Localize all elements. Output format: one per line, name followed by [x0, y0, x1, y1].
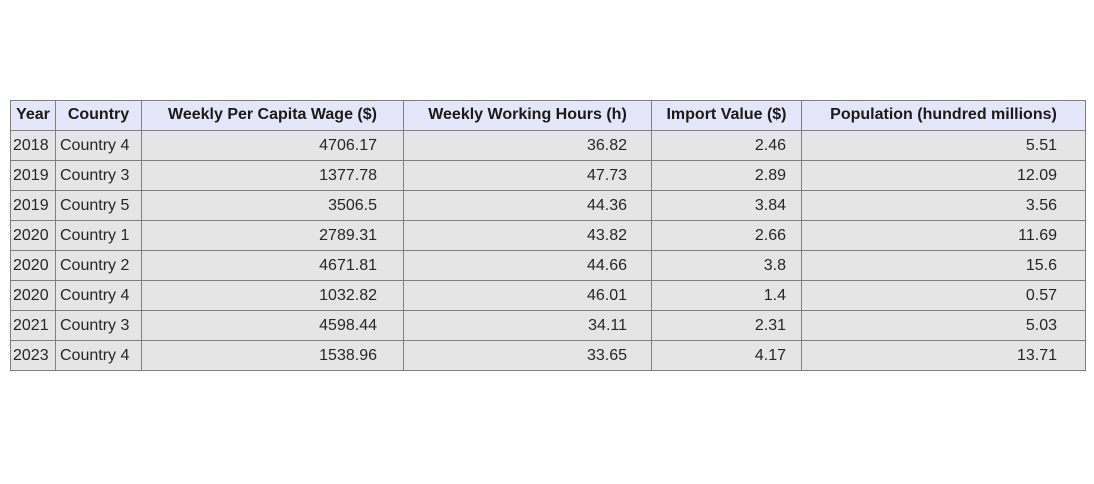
cell-population: 5.03 — [801, 310, 1086, 341]
cell-weekly-wage: 3506.5 — [141, 190, 404, 221]
cell-weekly-wage: 1538.96 — [141, 340, 404, 371]
cell-weekly-hours: 43.82 — [403, 220, 652, 251]
cell-country: Country 2 — [55, 250, 142, 281]
cell-import-value: 3.84 — [651, 190, 802, 221]
cell-import-value: 3.8 — [651, 250, 802, 281]
cell-year: 2021 — [10, 310, 56, 341]
cell-import-value: 2.31 — [651, 310, 802, 341]
cell-import-value: 2.46 — [651, 130, 802, 161]
cell-weekly-wage: 4671.81 — [141, 250, 404, 281]
cell-population: 5.51 — [801, 130, 1086, 161]
table-row: 2020 Country 4 1032.82 46.01 1.4 0.57 — [10, 280, 1086, 311]
cell-country: Country 5 — [55, 190, 142, 221]
data-table: Year Country Weekly Per Capita Wage ($) … — [10, 100, 1086, 371]
cell-country: Country 1 — [55, 220, 142, 251]
cell-population: 15.6 — [801, 250, 1086, 281]
cell-population: 12.09 — [801, 160, 1086, 191]
cell-weekly-hours: 46.01 — [403, 280, 652, 311]
cell-import-value: 2.89 — [651, 160, 802, 191]
header-weekly-hours: Weekly Working Hours (h) — [403, 100, 652, 131]
cell-year: 2020 — [10, 250, 56, 281]
cell-population: 3.56 — [801, 190, 1086, 221]
header-import-value: Import Value ($) — [651, 100, 802, 131]
cell-weekly-hours: 47.73 — [403, 160, 652, 191]
cell-weekly-hours: 44.36 — [403, 190, 652, 221]
cell-year: 2019 — [10, 160, 56, 191]
cell-import-value: 2.66 — [651, 220, 802, 251]
data-table-container: Year Country Weekly Per Capita Wage ($) … — [10, 100, 1086, 371]
table-row: 2021 Country 3 4598.44 34.11 2.31 5.03 — [10, 310, 1086, 341]
cell-year: 2019 — [10, 190, 56, 221]
cell-weekly-wage: 4598.44 — [141, 310, 404, 341]
cell-population: 13.71 — [801, 340, 1086, 371]
table-row: 2019 Country 3 1377.78 47.73 2.89 12.09 — [10, 160, 1086, 191]
cell-year: 2020 — [10, 220, 56, 251]
cell-weekly-hours: 33.65 — [403, 340, 652, 371]
header-country: Country — [55, 100, 142, 131]
cell-weekly-wage: 1032.82 — [141, 280, 404, 311]
cell-population: 0.57 — [801, 280, 1086, 311]
cell-weekly-hours: 34.11 — [403, 310, 652, 341]
cell-weekly-wage: 4706.17 — [141, 130, 404, 161]
cell-weekly-wage: 1377.78 — [141, 160, 404, 191]
header-weekly-wage: Weekly Per Capita Wage ($) — [141, 100, 404, 131]
table-row: 2018 Country 4 4706.17 36.82 2.46 5.51 — [10, 130, 1086, 161]
cell-year: 2023 — [10, 340, 56, 371]
cell-import-value: 1.4 — [651, 280, 802, 311]
header-population: Population (hundred millions) — [801, 100, 1086, 131]
table-row: 2020 Country 2 4671.81 44.66 3.8 15.6 — [10, 250, 1086, 281]
header-row: Year Country Weekly Per Capita Wage ($) … — [10, 100, 1086, 131]
cell-year: 2018 — [10, 130, 56, 161]
table-row: 2023 Country 4 1538.96 33.65 4.17 13.71 — [10, 340, 1086, 371]
table-row: 2019 Country 5 3506.5 44.36 3.84 3.56 — [10, 190, 1086, 221]
cell-year: 2020 — [10, 280, 56, 311]
cell-country: Country 3 — [55, 310, 142, 341]
cell-population: 11.69 — [801, 220, 1086, 251]
cell-country: Country 3 — [55, 160, 142, 191]
cell-country: Country 4 — [55, 130, 142, 161]
cell-country: Country 4 — [55, 340, 142, 371]
cell-weekly-wage: 2789.31 — [141, 220, 404, 251]
cell-country: Country 4 — [55, 280, 142, 311]
cell-import-value: 4.17 — [651, 340, 802, 371]
table-row: 2020 Country 1 2789.31 43.82 2.66 11.69 — [10, 220, 1086, 251]
cell-weekly-hours: 36.82 — [403, 130, 652, 161]
header-year: Year — [10, 100, 56, 131]
cell-weekly-hours: 44.66 — [403, 250, 652, 281]
